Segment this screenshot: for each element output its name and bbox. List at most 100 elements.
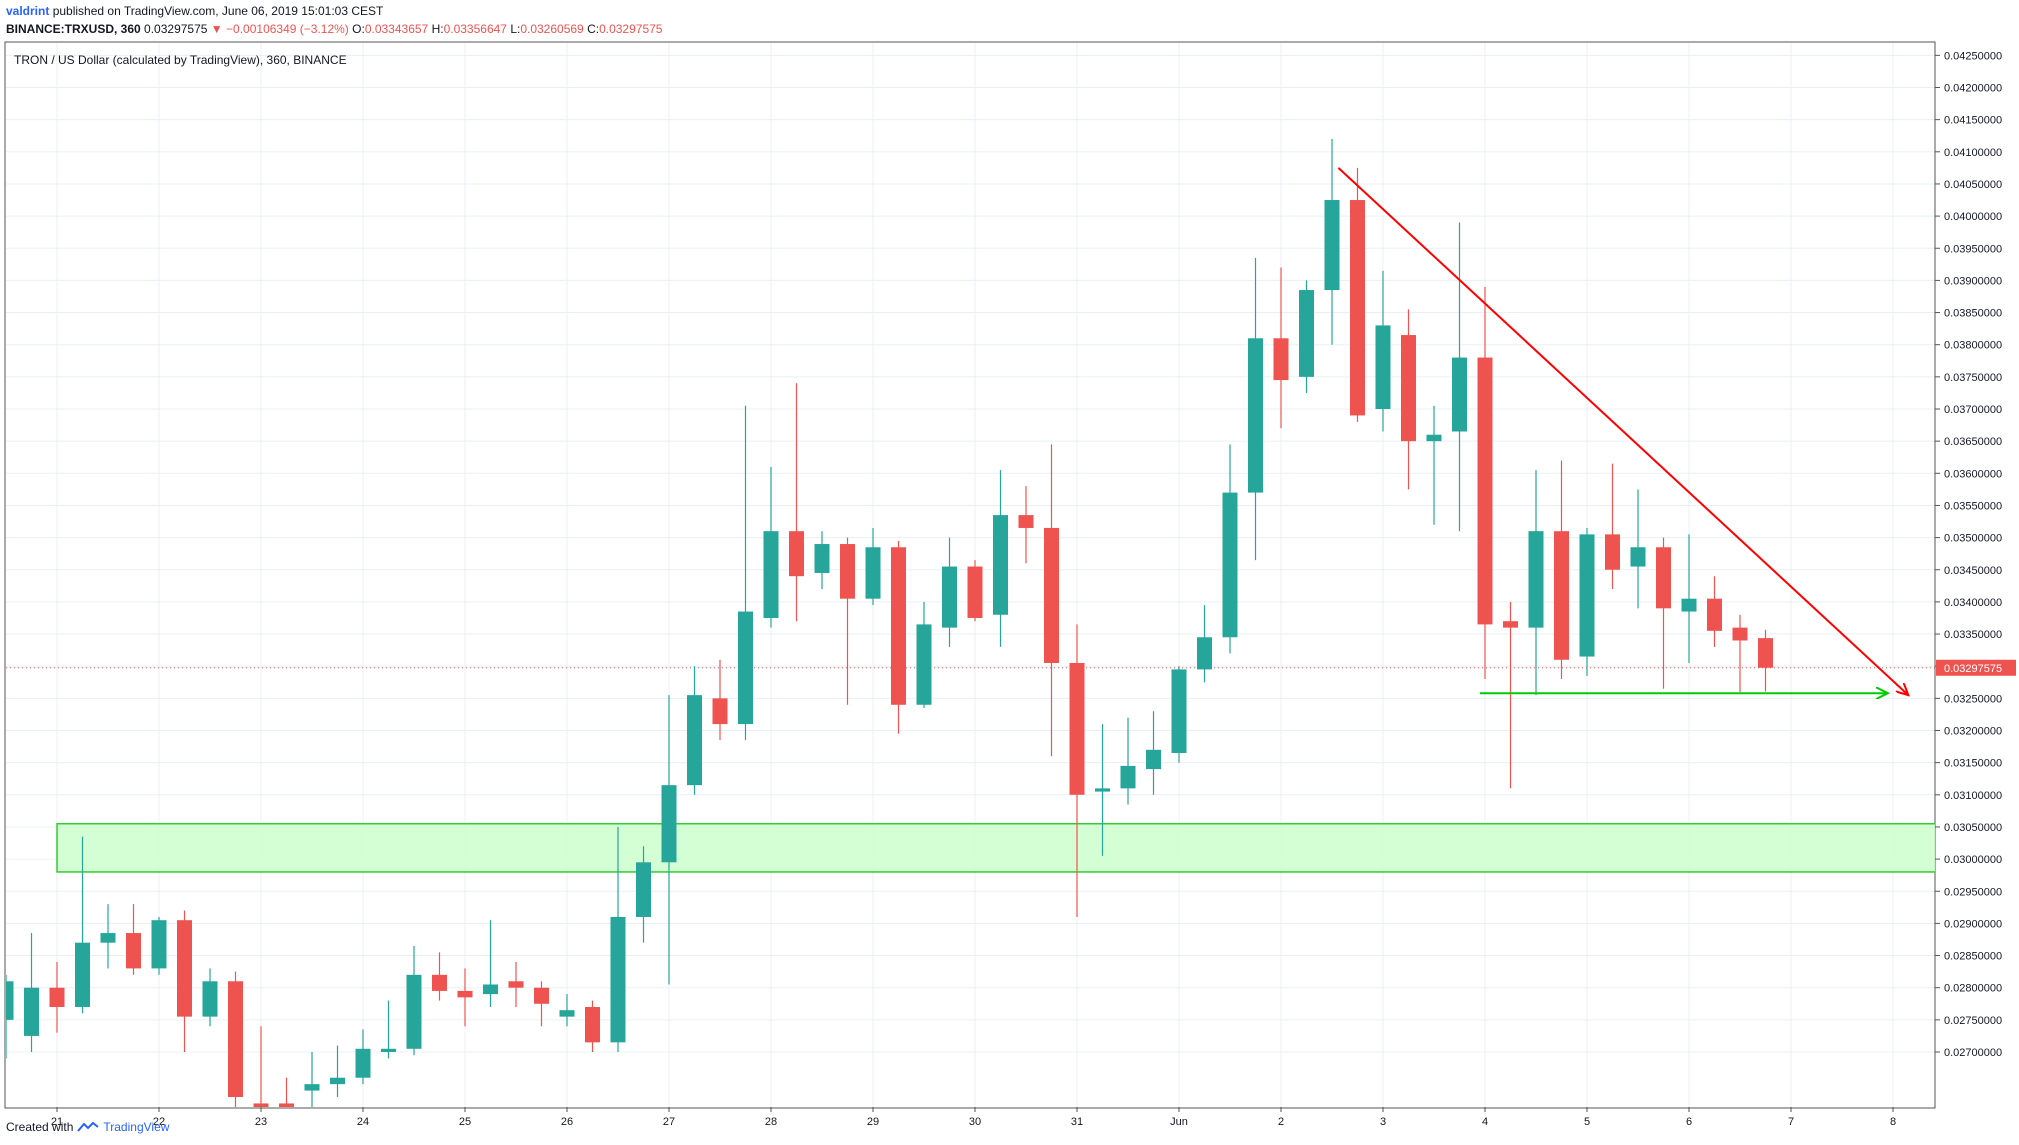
last-price-label: 0.03297575 <box>1944 663 2002 675</box>
candle-up <box>865 527 881 606</box>
current-price: 0.03297575 <box>144 22 208 36</box>
tradingview-link[interactable]: TradingView <box>103 1120 170 1134</box>
candle-body <box>1273 338 1289 381</box>
y-tick-label: 0.04100000 <box>1944 147 2002 159</box>
y-tick-label: 0.03400000 <box>1944 597 2002 609</box>
candle-up <box>1452 222 1467 532</box>
x-tick-label: 21 <box>51 1116 63 1128</box>
y-tick-label: 0.02900000 <box>1944 918 2002 930</box>
high-label: H: <box>431 22 444 36</box>
x-tick-label: 23 <box>255 1116 267 1128</box>
candle-body <box>1579 534 1595 657</box>
candle-body <box>891 547 906 705</box>
price-axis[interactable]: 0.02700000 0.02750000 0.02800000 0.02850000… <box>1935 50 2016 1059</box>
open-value: 0.03343657 <box>364 22 429 36</box>
candle-down <box>1018 486 1034 564</box>
x-tick-label: 30 <box>969 1116 981 1128</box>
candle-up <box>661 695 677 985</box>
y-tick-label: 0.03900000 <box>1944 275 2002 287</box>
candle-up <box>1171 666 1187 763</box>
candle-body <box>1758 638 1773 668</box>
candle-body <box>1656 547 1671 609</box>
candle-up <box>381 1000 396 1059</box>
candle-up <box>559 994 575 1027</box>
chart-legend-title: TRON / US Dollar (calculated by TradingV… <box>14 53 347 67</box>
candle-body <box>1018 515 1034 528</box>
y-tick-label: 0.03650000 <box>1944 436 2002 448</box>
candle-down <box>49 961 65 1033</box>
price-change: −0.00106349 (−3.12%) <box>226 22 349 36</box>
candle-down <box>1044 444 1059 757</box>
candle-up <box>1197 605 1212 683</box>
candle-body <box>6 981 14 1020</box>
open-label: O: <box>352 22 365 36</box>
author-link[interactable]: valdrint <box>6 4 50 18</box>
y-tick-label: 0.02750000 <box>1944 1015 2002 1027</box>
candle-down <box>891 540 906 734</box>
candle-down <box>1503 601 1518 789</box>
candle-body <box>483 984 498 995</box>
candle-down <box>508 961 524 1007</box>
candle-body <box>865 547 881 599</box>
candle-up <box>1095 724 1110 856</box>
candle-up <box>304 1052 320 1107</box>
candle-body <box>177 920 192 1017</box>
candle-up <box>942 537 957 647</box>
candle-body <box>49 987 65 1007</box>
candle-body <box>432 974 447 991</box>
candle-body <box>253 1103 269 1107</box>
candle-up <box>24 933 39 1052</box>
x-tick-label: 22 <box>153 1116 165 1128</box>
x-tick-label: 4 <box>1482 1116 1488 1128</box>
time-axis[interactable]: 21 22 23 24 25 26 27 28 29 30 31 Jun 2 3 4 5 6 7 8 <box>51 1107 1896 1128</box>
candle-up <box>1146 711 1161 795</box>
candle-body <box>1503 621 1518 628</box>
candle-body <box>1477 357 1493 625</box>
candle-body <box>1630 547 1646 567</box>
candle-body <box>100 933 116 943</box>
candle-body <box>457 990 473 998</box>
candle-down <box>1401 309 1416 490</box>
candle-body <box>993 515 1008 615</box>
candle-down <box>1758 629 1773 692</box>
y-tick-label: 0.03100000 <box>1944 790 2002 802</box>
y-tick-label: 0.04250000 <box>1944 50 2002 62</box>
y-tick-label: 0.04200000 <box>1944 83 2002 95</box>
y-tick-label: 0.02850000 <box>1944 951 2002 963</box>
candle-body <box>330 1077 345 1085</box>
candle-body <box>1120 765 1136 789</box>
candle-up <box>1120 717 1136 805</box>
candle-down <box>1350 167 1365 422</box>
x-tick-label: 6 <box>1686 1116 1692 1128</box>
candle-body <box>712 698 728 725</box>
y-tick-label: 0.04050000 <box>1944 179 2002 191</box>
y-tick-label: 0.04150000 <box>1944 115 2002 127</box>
candle-down <box>712 659 728 741</box>
last-price-badge <box>1936 659 2016 676</box>
candle-down <box>432 952 447 1001</box>
candle-up <box>1375 270 1391 432</box>
candle-down <box>585 1000 600 1052</box>
candle-body <box>1248 338 1263 493</box>
candle-up <box>1222 444 1238 654</box>
candle-body <box>1069 662 1085 795</box>
candle-down <box>126 904 141 975</box>
candle-down <box>1554 460 1569 680</box>
candle-body <box>1528 531 1544 628</box>
candle-body <box>1044 527 1059 663</box>
candle-up <box>738 405 753 741</box>
high-value: 0.03356647 <box>443 22 507 36</box>
candle-body <box>75 942 90 1007</box>
close-label: C: <box>587 22 600 36</box>
tradingview-logo-icon <box>77 1121 99 1132</box>
y-tick-label: 0.02950000 <box>1944 886 2002 898</box>
x-tick-label: 7 <box>1788 1116 1794 1128</box>
candle-up <box>100 904 116 969</box>
x-tick-label: 26 <box>561 1116 573 1128</box>
symbol-ohlc-line: BINANCE:TRXUSD, 360 0.03297575 ▼ −0.0010… <box>6 22 662 37</box>
candle-body <box>1554 531 1569 660</box>
y-tick-label: 0.03000000 <box>1944 854 2002 866</box>
candle-down <box>1656 537 1671 689</box>
candle-body <box>202 981 218 1017</box>
